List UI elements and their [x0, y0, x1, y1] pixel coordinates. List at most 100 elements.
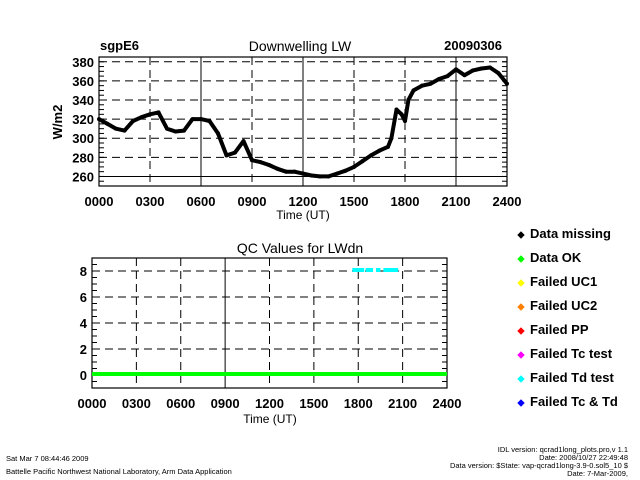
legend-marker — [517, 231, 525, 239]
x-tick-label: 1500 — [340, 194, 369, 209]
y-tick-label: 280 — [72, 150, 94, 165]
data-point — [335, 171, 339, 176]
footer-idl-date: Date: 2008/10/27 22:49:48 — [539, 453, 628, 462]
x-tick-label: 0600 — [166, 396, 195, 411]
data-point — [488, 65, 492, 70]
data-point — [199, 117, 203, 122]
x-tick-label: 0000 — [85, 194, 114, 209]
plot-frame — [98, 56, 508, 187]
legend-label: Failed Tc test — [530, 346, 613, 361]
data-point — [471, 68, 475, 73]
date-label: 20090306 — [444, 38, 502, 53]
y-tick-label: 300 — [72, 131, 94, 146]
data-point — [105, 121, 110, 126]
top-chart: 260 280 300 320 340 360 380 0000 0300 0600 0900 120… — [72, 55, 521, 209]
y-tick-label: 340 — [72, 93, 94, 108]
data-point — [131, 119, 135, 124]
legend-label: Failed Tc & Td — [530, 394, 618, 409]
data-point — [267, 162, 271, 167]
data-point — [284, 169, 288, 174]
x-tick-label: 2100 — [388, 396, 417, 411]
data-point — [165, 126, 169, 131]
x-tick-label: 2100 — [442, 194, 471, 209]
data-point — [479, 66, 484, 71]
site-label: sgpE6 — [100, 38, 139, 53]
data-point — [301, 171, 305, 176]
data-point — [258, 160, 263, 165]
data-point — [97, 117, 101, 122]
y-tick-label: 320 — [72, 112, 94, 127]
y-tick-label: 0 — [80, 368, 87, 383]
data-point — [360, 159, 365, 164]
qc-chart-title: QC Values for LWdn — [237, 240, 363, 256]
x-tick-label: 1200 — [289, 194, 318, 209]
x-tick-label: 1200 — [255, 396, 284, 411]
data-point — [182, 128, 186, 133]
data-point — [377, 148, 382, 153]
data-point — [437, 76, 441, 81]
x-tick-label: 2400 — [493, 194, 522, 209]
data-point — [216, 131, 220, 136]
data-point — [224, 153, 229, 158]
legend-marker — [517, 327, 525, 335]
x-tick-label: 1800 — [344, 396, 373, 411]
data-point — [411, 88, 416, 93]
data-point — [173, 129, 178, 134]
y-tick-label: 8 — [80, 264, 87, 279]
plot-frame — [91, 257, 448, 389]
x-tick-label: 0300 — [122, 396, 151, 411]
data-point — [496, 71, 501, 76]
data-point — [386, 144, 390, 149]
x-tick-label: 0600 — [187, 194, 216, 209]
qc-chart: 0 2 4 6 8 0000 0300 0600 0900 1200 1500 1800 2100 240… — [78, 257, 461, 411]
data-point — [190, 117, 195, 122]
y-tick-label: 6 — [80, 290, 87, 305]
y-tick-label: 380 — [72, 55, 94, 70]
legend-label: Failed Td test — [530, 370, 614, 385]
data-point — [207, 119, 212, 124]
legend-marker — [517, 279, 525, 287]
x-tick-label: 0900 — [211, 396, 240, 411]
x-tick-label: 0900 — [238, 194, 267, 209]
data-point — [352, 164, 356, 169]
x-tick-label: 1800 — [391, 194, 420, 209]
legend-marker — [517, 255, 525, 263]
data-point — [233, 150, 237, 155]
legend-label: Failed UC2 — [530, 298, 597, 313]
legend-marker — [517, 399, 525, 407]
top-y-axis-label: W/m2 — [50, 105, 65, 140]
data-point — [454, 67, 458, 72]
y-tick-label: 4 — [80, 316, 88, 331]
legend-label: Failed UC1 — [530, 274, 597, 289]
legend-label: Data OK — [530, 250, 582, 265]
data-point — [394, 107, 399, 112]
legend-marker — [517, 303, 525, 311]
data-point — [343, 168, 348, 173]
data-point — [403, 119, 407, 124]
legend-label: Failed PP — [530, 322, 589, 337]
data-point — [156, 110, 161, 115]
legend-marker — [517, 375, 525, 383]
legend-label: Data missing — [530, 226, 611, 241]
top-chart-title: Downwelling LW — [249, 38, 352, 54]
footer-timestamp: Sat Mar 7 08:44:46 2009 — [6, 454, 89, 463]
data-point — [406, 98, 411, 102]
data-point — [505, 81, 509, 86]
data-point — [389, 136, 394, 141]
footer-data-version: Data version: $State: vap-qcrad1long-3.9… — [450, 461, 629, 470]
data-point — [148, 112, 152, 117]
data-point — [114, 126, 118, 131]
x-tick-label: 1500 — [299, 396, 328, 411]
x-tick-label: 0300 — [136, 194, 165, 209]
x-tick-label: 0000 — [78, 396, 107, 411]
qc-legend: Data missing Data OK Failed UC1 Failed UC2 F… — [517, 226, 618, 409]
data-point — [318, 174, 322, 179]
data-point — [122, 128, 127, 133]
qc-x-axis-label: Time (UT) — [243, 412, 297, 426]
data-point — [139, 115, 144, 120]
top-x-axis-label: Time (UT) — [276, 208, 330, 222]
data-point — [326, 174, 331, 179]
y-tick-label: 260 — [72, 169, 94, 184]
footer-org: Battelle Pacific Northwest National Labo… — [6, 467, 232, 476]
